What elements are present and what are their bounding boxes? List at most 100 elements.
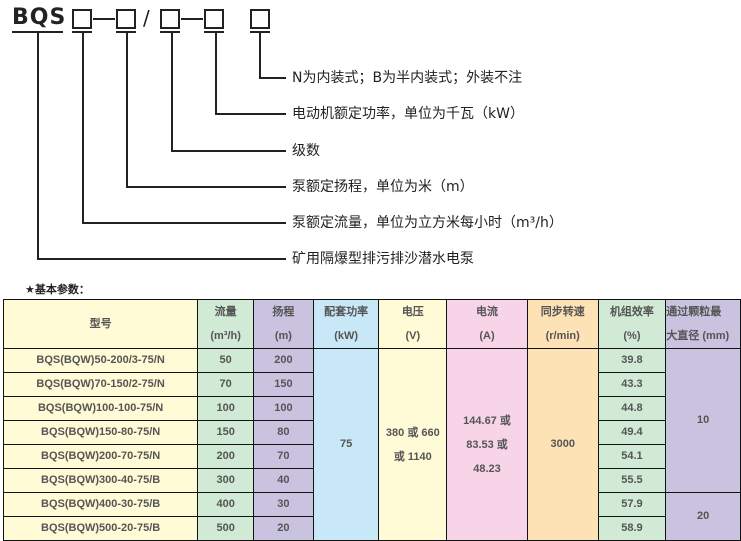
header-speed: 同步转速 (r/min) bbox=[526, 299, 599, 349]
voltage-line: 或 1140 bbox=[393, 450, 432, 463]
leader-line bbox=[82, 31, 84, 224]
code-box-flow bbox=[72, 9, 92, 29]
current-line: 144.67 或 bbox=[463, 414, 511, 427]
header-label: 通过颗粒最 bbox=[666, 306, 722, 318]
header-current: 电流 (A) bbox=[446, 299, 528, 349]
model-code-prefix: BQS bbox=[12, 5, 67, 30]
voltage-line: 380 或 660 bbox=[385, 426, 440, 439]
legend-pump-type: 矿用隔爆型排污排沙潜水电泵 bbox=[292, 251, 474, 267]
header-row: 型号 流量 (m³/h) 扬程 (m) 配套功率 (kW) 电压 (V) 电流 (A) 同… bbox=[2, 299, 741, 349]
header-unit: 大直径 (mm) bbox=[666, 330, 730, 342]
cell-head: 80 bbox=[253, 420, 314, 445]
section-title: ★基本参数： bbox=[25, 283, 90, 296]
cell-power: 75 bbox=[312, 348, 380, 541]
code-box-power bbox=[204, 9, 224, 29]
leader-line bbox=[126, 186, 286, 188]
cell-model: BQS(BQW)200-70-75/N bbox=[2, 444, 199, 469]
cell-model: BQS(BQW)100-100-75/N bbox=[2, 396, 199, 421]
cell-head: 200 bbox=[253, 348, 314, 373]
cell-model: BQS(BQW)50-200/3-75/N bbox=[2, 348, 199, 373]
cell-efficiency: 43.3 bbox=[597, 372, 667, 397]
cell-voltage: 380 或 660 或 1140 bbox=[378, 348, 448, 541]
cell-efficiency: 49.4 bbox=[597, 420, 667, 445]
leader-line bbox=[171, 31, 173, 152]
header-label: 扬程 bbox=[272, 306, 295, 318]
header-efficiency: 机组效率 (%) bbox=[597, 299, 667, 349]
header-power: 配套功率 (kW) bbox=[312, 299, 380, 349]
header-unit: (%) bbox=[623, 330, 641, 342]
code-box-head bbox=[116, 9, 136, 29]
cell-flow: 500 bbox=[197, 516, 255, 541]
header-particle: 通过颗粒最大直径 (mm) bbox=[665, 299, 741, 349]
cell-flow: 200 bbox=[197, 444, 255, 469]
cell-flow: 150 bbox=[197, 420, 255, 445]
leader-line bbox=[171, 150, 286, 152]
table-row: BQS(BQW)300-40-75/B 300 40 55.5 bbox=[2, 468, 741, 493]
cell-efficiency: 55.5 bbox=[597, 468, 667, 493]
header-label: 流量 bbox=[214, 306, 237, 318]
parameters-table: 型号 流量 (m³/h) 扬程 (m) 配套功率 (kW) 电压 (V) 电流 (A) 同… bbox=[2, 299, 741, 541]
cell-model: BQS(BQW)150-80-75/N bbox=[2, 420, 199, 445]
cell-head: 150 bbox=[253, 372, 314, 397]
legend-head: 泵额定扬程，单位为米（m） bbox=[292, 179, 474, 195]
header-flow: 流量 (m³/h) bbox=[197, 299, 255, 349]
table-row: BQS(BQW)150-80-75/N 150 80 49.4 bbox=[2, 420, 741, 445]
header-model: 型号 bbox=[2, 299, 199, 349]
cell-current: 144.67 或 83.53 或 48.23 bbox=[446, 348, 528, 541]
table-row: BQS(BQW)200-70-75/N 200 70 54.1 bbox=[2, 444, 741, 469]
cell-efficiency: 39.8 bbox=[597, 348, 667, 373]
leader-line bbox=[215, 31, 217, 115]
leader-line bbox=[126, 31, 128, 188]
leader-line bbox=[259, 31, 261, 79]
code-box-type bbox=[250, 9, 270, 29]
table-row: BQS(BQW)50-200/3-75/N 50 200 75 380 或 660… bbox=[2, 348, 741, 541]
cell-flow: 300 bbox=[197, 468, 255, 493]
cell-efficiency: 44.8 bbox=[597, 396, 667, 421]
slash: / bbox=[143, 6, 150, 30]
box-underline bbox=[160, 31, 180, 33]
cell-head: 20 bbox=[253, 516, 314, 541]
header-unit: (V) bbox=[405, 330, 421, 342]
cell-head: 40 bbox=[253, 468, 314, 493]
legend-stages: 级数 bbox=[292, 143, 320, 159]
header-label: 同步转速 bbox=[540, 306, 585, 318]
header-label: 机组效率 bbox=[609, 306, 654, 318]
cell-speed: 3000 bbox=[526, 348, 599, 541]
header-head: 扬程 (m) bbox=[253, 299, 314, 349]
cell-efficiency: 54.1 bbox=[597, 444, 667, 469]
header-unit: (A) bbox=[479, 330, 495, 342]
cell-head: 100 bbox=[253, 396, 314, 421]
header-label: 配套功率 bbox=[324, 306, 369, 318]
cell-flow: 50 bbox=[197, 348, 255, 373]
legend-flow: 泵额定流量，单位为立方米每小时（m³/h） bbox=[292, 215, 563, 231]
cell-flow: 100 bbox=[197, 396, 255, 421]
dash bbox=[93, 18, 115, 20]
header-unit: (kW) bbox=[334, 330, 359, 342]
leader-line bbox=[215, 113, 286, 115]
cell-particle: 20 bbox=[665, 492, 741, 541]
header-voltage: 电压 (V) bbox=[378, 299, 448, 349]
cell-flow: 400 bbox=[197, 492, 255, 517]
header-label: 电流 bbox=[476, 306, 498, 318]
cell-model: BQS(BQW)70-150/2-75/N bbox=[2, 372, 199, 397]
dash bbox=[181, 18, 203, 20]
header-unit: (m³/h) bbox=[210, 330, 241, 342]
cell-particle: 10 bbox=[665, 348, 741, 493]
header-unit: (m) bbox=[274, 330, 292, 342]
cell-head: 30 bbox=[253, 492, 314, 517]
table-row: BQS(BQW)100-100-75/N 100 100 44.8 bbox=[2, 396, 741, 421]
current-line: 48.23 bbox=[473, 462, 501, 475]
legend-mount-type: N为内装式；B为半内装式；外装不注 bbox=[292, 70, 523, 86]
leader-line bbox=[37, 258, 286, 260]
leader-line bbox=[37, 31, 39, 260]
box-underline bbox=[204, 31, 224, 33]
code-box-stages bbox=[160, 9, 180, 29]
cell-efficiency: 57.9 bbox=[597, 492, 667, 517]
leader-line bbox=[82, 222, 286, 224]
header-unit: (r/min) bbox=[545, 330, 580, 342]
leader-line bbox=[259, 77, 286, 79]
cell-model: BQS(BQW)300-40-75/B bbox=[2, 468, 199, 493]
legend-motor-power: 电动机额定功率，单位为千瓦（kW） bbox=[292, 106, 524, 122]
cell-efficiency: 58.9 bbox=[597, 516, 667, 541]
cell-flow: 70 bbox=[197, 372, 255, 397]
